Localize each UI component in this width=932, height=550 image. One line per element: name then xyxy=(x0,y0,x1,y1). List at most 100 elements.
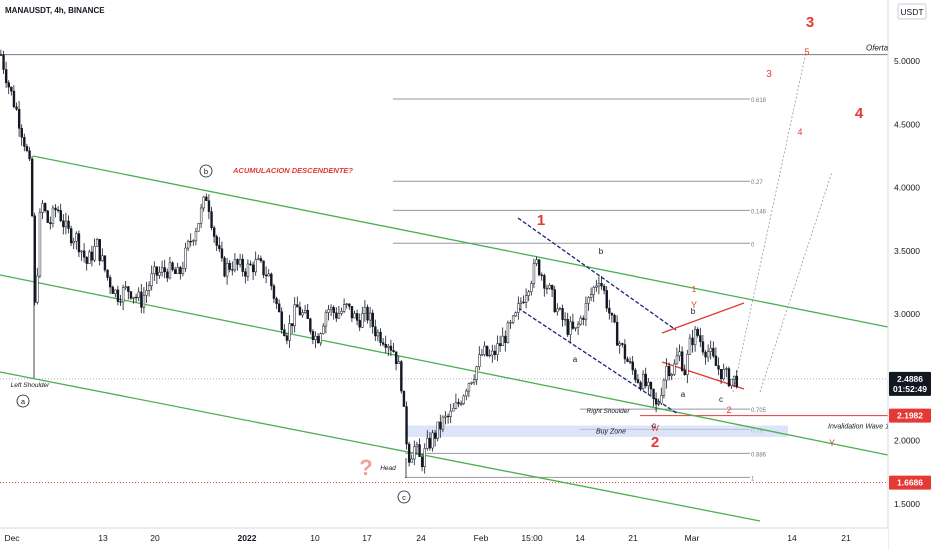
candle-body xyxy=(389,345,393,351)
candle-body xyxy=(153,266,156,274)
candle-body xyxy=(15,106,18,110)
candle-body xyxy=(387,345,390,348)
buy-zone[interactable] xyxy=(405,425,788,437)
channel-line[interactable] xyxy=(32,155,889,328)
candle-body xyxy=(251,264,255,273)
candle-body xyxy=(431,432,434,449)
wave-number-minor: W xyxy=(651,424,659,433)
candle-body xyxy=(691,337,694,346)
candle-body xyxy=(472,379,476,383)
wave-letter: b xyxy=(599,247,604,256)
candle-body xyxy=(589,294,593,298)
channel-line[interactable] xyxy=(0,371,761,522)
candle-body xyxy=(693,329,697,346)
candle-body xyxy=(423,448,426,468)
candle-body xyxy=(197,222,200,232)
candle-body xyxy=(379,331,382,343)
candle-body xyxy=(579,317,582,325)
candle-body xyxy=(327,309,330,313)
candle-body xyxy=(215,236,218,246)
candle-body xyxy=(496,343,499,355)
candle-body xyxy=(457,402,460,405)
candle-body xyxy=(316,335,320,344)
red-triangle-lower[interactable] xyxy=(661,361,745,390)
candle-body xyxy=(582,317,585,320)
candle-body xyxy=(410,458,413,463)
candle-body xyxy=(491,350,494,356)
candle-body xyxy=(69,228,73,244)
candle-body xyxy=(699,335,702,342)
candle-body xyxy=(231,269,234,271)
candle-body xyxy=(106,269,109,278)
channel-line[interactable] xyxy=(0,274,889,456)
y-tick-label: 3.0000 xyxy=(894,309,920,319)
projection-arrow xyxy=(732,51,807,393)
candle-body xyxy=(275,298,278,305)
candle-body xyxy=(293,304,296,327)
candle-body xyxy=(168,262,172,279)
candle-body xyxy=(267,273,270,277)
y-tick-label: 3.5000 xyxy=(894,246,920,256)
candle-body xyxy=(82,250,86,258)
time-axis-panel[interactable] xyxy=(0,528,888,550)
blue-wedge-lower[interactable] xyxy=(517,307,679,415)
red-triangle-upper[interactable] xyxy=(661,302,745,334)
candle-body xyxy=(176,267,179,274)
candle-body xyxy=(459,403,463,405)
candle-body xyxy=(212,227,216,237)
candle-body xyxy=(452,408,455,412)
x-tick-label: 14 xyxy=(787,533,797,543)
candle-body xyxy=(371,312,374,327)
candle-body xyxy=(558,308,562,310)
candle-body xyxy=(615,321,619,346)
candle-body xyxy=(639,382,642,389)
x-tick-label: 2022 xyxy=(238,533,257,543)
price-axis-panel[interactable] xyxy=(888,0,932,550)
candle-body xyxy=(225,262,229,277)
candle-body xyxy=(506,322,510,344)
candle-body xyxy=(25,146,29,152)
candle-body xyxy=(54,207,57,211)
candle-body xyxy=(192,240,195,242)
candle-body xyxy=(519,301,523,304)
candle-body xyxy=(441,416,445,430)
candle-body xyxy=(384,344,387,348)
candle-body xyxy=(51,207,55,225)
candle-body xyxy=(725,368,728,370)
candle-body xyxy=(665,365,668,381)
currency-button[interactable]: USDT xyxy=(897,3,927,20)
circled-wave-label: b xyxy=(204,167,208,176)
candle-body xyxy=(111,286,114,294)
trend-channels xyxy=(0,51,889,522)
candle-body xyxy=(85,256,88,264)
candle-body xyxy=(550,284,554,290)
candle-body xyxy=(428,437,432,449)
candle-body xyxy=(158,271,161,276)
candle-body xyxy=(415,444,419,448)
candle-body xyxy=(342,304,346,312)
candle-body xyxy=(537,259,541,276)
candle-body xyxy=(678,351,681,357)
candle-body xyxy=(730,378,733,387)
candle-body xyxy=(610,312,614,316)
candle-body xyxy=(119,301,122,303)
candle-body xyxy=(704,351,707,358)
candle-body xyxy=(735,375,738,388)
candle-body xyxy=(605,290,608,309)
candle-body xyxy=(345,303,348,305)
candle-body xyxy=(488,354,491,357)
candle-body xyxy=(163,267,166,273)
candle-body xyxy=(595,285,598,288)
wave-letter: a xyxy=(573,355,578,364)
circled-wave-marker xyxy=(199,164,213,178)
candle-body xyxy=(613,314,616,323)
wave-number-major: 3 xyxy=(806,14,814,31)
fib-level-label: 0.886 xyxy=(751,452,767,458)
candle-body xyxy=(62,220,65,228)
candle-body xyxy=(348,303,351,307)
candle-body xyxy=(376,331,380,337)
blue-wedge-upper[interactable] xyxy=(517,217,677,331)
candle-body xyxy=(218,245,221,249)
